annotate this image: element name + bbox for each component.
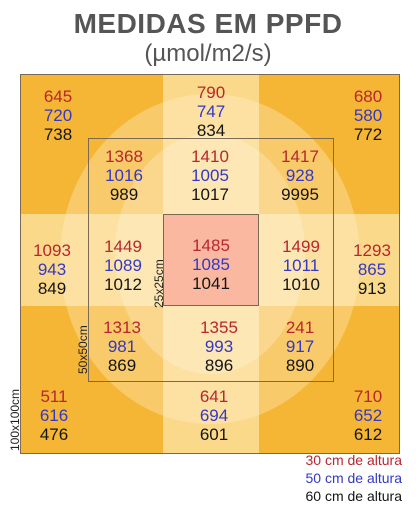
center-square-fill — [163, 214, 259, 306]
cell-mid-top: 1410 1005 1017 — [180, 147, 240, 204]
value-50cm: 1011 — [282, 256, 320, 275]
outer-frame-100x100 — [20, 74, 400, 454]
chart-unit: (µmol/m2/s) — [144, 40, 272, 67]
legend-60cm: 60 cm de altura — [305, 488, 403, 504]
value-30cm: 1313 — [103, 318, 141, 337]
cell-outer-left: 1093 943 849 — [22, 241, 82, 298]
value-50cm: 580 — [353, 106, 383, 125]
legend-30cm: 30 cm de altura — [305, 452, 403, 468]
value-50cm: 1016 — [105, 166, 143, 185]
value-50cm: 981 — [107, 337, 137, 356]
cell-mid-bottom-right: 241 917 890 — [270, 318, 330, 375]
value-60cm: 1010 — [282, 275, 320, 294]
value-30cm: 790 — [196, 83, 226, 102]
value-30cm: 511 — [40, 387, 68, 406]
value-60cm: 612 — [353, 425, 383, 444]
value-50cm: 616 — [39, 406, 69, 425]
value-60cm: 1012 — [104, 275, 142, 294]
value-30cm: 1449 — [104, 237, 142, 256]
cell-outer-bottom-left: 511 616 476 — [24, 387, 84, 444]
value-50cm: 747 — [196, 102, 226, 121]
cell-outer-bottom: 641 694 601 — [184, 387, 244, 444]
value-60cm: 834 — [196, 121, 226, 140]
value-60cm: 913 — [357, 279, 387, 298]
legend-50cm: 50 cm de altura — [305, 470, 403, 486]
value-50cm: 917 — [285, 337, 315, 356]
cell-mid-left: 1449 1089 1012 — [93, 237, 153, 294]
value-60cm: 9995 — [281, 185, 319, 204]
value-60cm: 896 — [204, 356, 234, 375]
value-30cm: 1410 — [191, 147, 229, 166]
value-30cm: 680 — [353, 87, 383, 106]
value-50cm: 993 — [204, 337, 234, 356]
mid-frame-50x50 — [88, 138, 334, 382]
cell-mid-top-right: 1417 928 9995 — [270, 147, 330, 204]
value-60cm: 869 — [107, 356, 137, 375]
outer-frame-label: 100x100cm — [8, 388, 22, 451]
cell-outer-top: 790 747 834 — [181, 83, 241, 140]
value-60cm: 849 — [37, 279, 67, 298]
value-30cm: 1293 — [353, 241, 391, 260]
cell-mid-bottom: 1355 993 896 — [189, 318, 249, 375]
value-60cm: 1041 — [192, 274, 230, 293]
value-60cm: 738 — [43, 125, 73, 144]
value-50cm: 943 — [37, 260, 67, 279]
value-30cm: 1355 — [200, 318, 238, 337]
cell-mid-top-left: 1368 1016 989 — [94, 147, 154, 204]
value-50cm: 694 — [199, 406, 229, 425]
value-30cm: 1368 — [105, 147, 143, 166]
value-30cm: 1093 — [33, 241, 71, 260]
value-30cm: 1417 — [281, 147, 319, 166]
value-60cm: 1017 — [191, 185, 229, 204]
value-30cm: 641 — [199, 387, 229, 406]
cell-outer-top-left: 645 720 738 — [28, 87, 88, 144]
value-50cm: 720 — [43, 106, 73, 125]
cell-mid-right: 1499 1011 1010 — [271, 237, 331, 294]
cell-outer-top-right: 680 580 772 — [338, 87, 398, 144]
chart-title: MEDIDAS EM PPFD — [73, 8, 343, 39]
cell-center: 1485 1085 1041 — [181, 236, 241, 293]
inner-frame-25x25 — [163, 214, 259, 306]
value-60cm: 772 — [353, 125, 383, 144]
value-60cm: 601 — [199, 425, 229, 444]
value-30cm: 1485 — [192, 236, 230, 255]
ppfd-grid: 645 720 738 790 747 834 680 580 772 1093… — [20, 74, 400, 454]
value-50cm: 652 — [353, 406, 383, 425]
value-30cm: 710 — [353, 387, 383, 406]
value-50cm: 1089 — [104, 256, 142, 275]
value-50cm: 1005 — [191, 166, 229, 185]
value-30cm: 1499 — [282, 237, 320, 256]
value-30cm: 645 — [43, 87, 73, 106]
value-30cm: 241 — [285, 318, 315, 337]
cell-outer-right: 1293 865 913 — [342, 241, 400, 298]
value-60cm: 890 — [285, 356, 315, 375]
cell-outer-bottom-right: 710 652 612 — [338, 387, 398, 444]
value-50cm: 865 — [357, 260, 387, 279]
value-50cm: 928 — [285, 166, 315, 185]
value-50cm: 1085 — [192, 255, 230, 274]
value-60cm: 989 — [109, 185, 139, 204]
value-60cm: 476 — [39, 425, 69, 444]
cell-mid-bottom-left: 1313 981 869 — [92, 318, 152, 375]
